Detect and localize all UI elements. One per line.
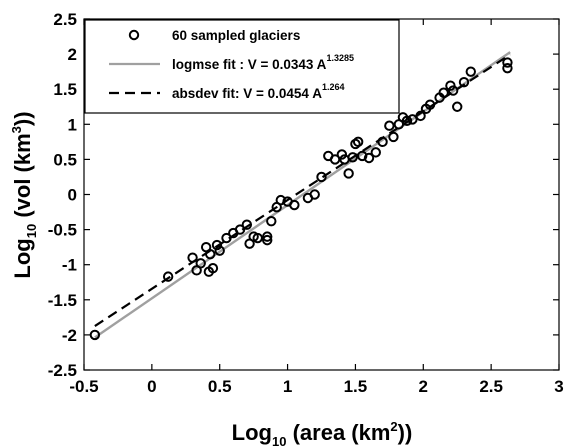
x-tick-label: 1	[283, 377, 292, 396]
x-tick-label: 1.5	[344, 377, 368, 396]
y-tick-label: -1	[62, 256, 77, 275]
x-axis-title-sub: 10	[272, 434, 286, 446]
glacier-point	[502, 57, 513, 68]
legend: 60 sampled glaciers logmse fit : V = 0.0…	[84, 19, 400, 114]
glacier-point	[252, 232, 263, 244]
glacier-point	[347, 152, 358, 163]
fit-lines	[94, 51, 511, 339]
glacier-point	[407, 114, 418, 125]
glacier-point	[289, 199, 300, 211]
glacier-point	[262, 234, 273, 246]
y-axis-title: Log10 (vol (km3))	[9, 111, 39, 278]
glacier-point	[275, 194, 286, 206]
glacier-point	[377, 136, 388, 148]
legend-label-scatter: 60 sampled glaciers	[172, 28, 300, 43]
glacier-point	[89, 329, 101, 341]
glacier-point	[234, 224, 246, 235]
glacier-point	[502, 62, 513, 74]
legend-label-absdev: absdev fit: V = 0.0454 A1.264	[172, 82, 344, 101]
glacier-point	[214, 245, 225, 256]
x-tick-label: 2.5	[479, 377, 503, 396]
glacier-point	[309, 189, 320, 200]
glacier-point	[221, 232, 232, 244]
x-tick-label: 0.5	[208, 377, 232, 396]
glacier-point	[465, 66, 476, 77]
glacier-point	[452, 101, 463, 112]
y-axis-title-sub: 10	[24, 224, 39, 238]
glacier-point	[211, 239, 223, 251]
glacier-point	[162, 271, 174, 282]
x-axis-title-text: (area (km	[286, 420, 390, 445]
glacier-point	[195, 258, 206, 269]
x-axis-title-sup: 2	[390, 419, 397, 434]
glacier-point	[343, 168, 354, 179]
glacier-point	[329, 154, 341, 165]
y-tick-label: 0.5	[53, 150, 77, 169]
y-axis-title-text: (vol (km	[10, 133, 35, 223]
x-tick-label: 3	[554, 377, 563, 396]
glacier-point	[438, 87, 449, 98]
glacier-point	[458, 76, 470, 88]
y-axis-title-sup: 3	[9, 126, 24, 133]
glacier-point	[316, 171, 327, 183]
y-tick-label: 0	[68, 186, 77, 205]
y-tick-label: -1.5	[48, 291, 77, 310]
glacier-point	[352, 136, 364, 148]
y-tick-label: 1.5	[53, 80, 77, 99]
glacier-point	[384, 120, 395, 131]
x-tick-label: 0	[147, 377, 156, 396]
glacier-point	[388, 131, 399, 143]
absdev-fit-line	[94, 53, 511, 327]
legend-label-absdev-text: absdev fit: V = 0.0454 A	[172, 86, 322, 101]
glacier-point	[401, 115, 413, 126]
glacier-point	[357, 150, 368, 162]
glacier-point	[424, 99, 436, 110]
glacier-point	[207, 263, 219, 274]
glacier-point	[205, 248, 216, 260]
legend-label-absdev-exp: 1.264	[322, 82, 345, 92]
y-tick-label: -0.5	[48, 221, 77, 240]
glacier-point	[415, 110, 426, 122]
x-tick-label: -0.5	[69, 377, 98, 396]
glacier-point	[447, 85, 459, 96]
glacier-point	[262, 231, 273, 242]
glacier-point	[266, 215, 277, 227]
y-tick-label: -2.5	[48, 361, 77, 380]
x-axis-title-end: ))	[398, 420, 413, 445]
y-axis-title-base: Log	[10, 238, 35, 278]
glacier-point	[187, 252, 198, 263]
glacier-point	[241, 219, 253, 230]
y-tick-label: 2.5	[53, 10, 77, 29]
logmse-fit-line	[94, 51, 511, 339]
y-tick-label: 2	[68, 45, 77, 64]
legend-label-logmse: logmse fit : V = 0.0343 A1.3285	[172, 53, 354, 72]
y-axis-title-end: ))	[10, 111, 35, 126]
y-tick-label: -2	[62, 326, 77, 345]
scatter-points	[89, 57, 513, 341]
glacier-point	[370, 147, 381, 158]
x-axis-title: Log10 (area (km2))	[232, 419, 413, 446]
x-tick-label: 2	[419, 377, 428, 396]
y-tick-label: 1	[68, 115, 77, 134]
legend-label-logmse-text: logmse fit : V = 0.0343 A	[172, 57, 327, 72]
legend-label-logmse-exp: 1.3285	[326, 53, 354, 63]
glacier-point	[363, 152, 375, 164]
legend-marker-scatter	[128, 29, 140, 41]
axis-ticks: -0.5 0 0.5 1 1.5 2 2.5 3 2.5 2 1.5 1 0.5 0 -0.5 -1 -1.5 -…	[48, 10, 564, 396]
x-axis-title-base: Log	[232, 420, 272, 445]
